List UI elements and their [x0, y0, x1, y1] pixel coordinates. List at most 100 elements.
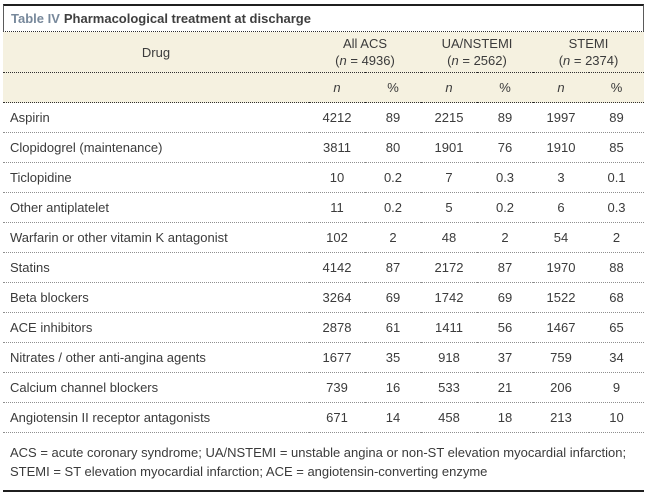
subheader-n: n — [421, 72, 477, 103]
value-cell: 0.1 — [589, 162, 645, 193]
value-cell: 85 — [589, 132, 645, 163]
group-count: (n = 2562) — [421, 52, 533, 69]
group-count: (n = 2374) — [533, 52, 644, 69]
value-cell: 458 — [421, 402, 477, 433]
footnote-line-2: STEMI = ST elevation myocardial infarcti… — [10, 464, 488, 479]
value-cell: 4142 — [309, 252, 365, 283]
value-cell: 3264 — [309, 282, 365, 313]
value-cell: 87 — [477, 252, 534, 283]
value-cell: 65 — [589, 312, 645, 343]
value-cell: 2172 — [421, 252, 477, 283]
table-row-nitrates: Nitrates / other anti-angina agents 1677… — [3, 342, 645, 373]
n-symbol: n — [333, 80, 341, 95]
value-cell: 48 — [421, 222, 477, 253]
value-cell: 56 — [477, 312, 534, 343]
table-footnote: ACS = acute coronary syndrome; UA/NSTEMI… — [3, 433, 644, 492]
value-cell: 10 — [589, 402, 645, 433]
value-cell: 1411 — [421, 312, 477, 343]
paren-open: ( — [558, 53, 564, 68]
value-cell: 16 — [365, 372, 421, 403]
value-cell: 37 — [477, 342, 534, 373]
value-cell: 3811 — [309, 132, 365, 163]
n-symbol: n — [445, 80, 453, 95]
column-header-stemi: STEMI (n = 2374) — [533, 32, 645, 73]
value-cell: 2 — [589, 222, 645, 253]
group-label: UA/NSTEMI — [441, 36, 513, 51]
value-cell: 1677 — [309, 342, 365, 373]
value-cell: 6 — [533, 192, 590, 223]
percent-symbol: % — [499, 80, 511, 95]
table-row-statins: Statins 4142 87 2172 87 1970 88 — [3, 252, 645, 283]
value-cell: 102 — [309, 222, 365, 253]
value-cell: 1997 — [533, 102, 590, 133]
table-title: Table IV Pharmacological treatment at dis… — [3, 4, 644, 32]
value-cell: 87 — [365, 252, 421, 283]
value-cell: 0.2 — [477, 192, 534, 223]
value-cell: 4212 — [309, 102, 365, 133]
value-cell: 3 — [533, 162, 590, 193]
value-cell: 89 — [589, 102, 645, 133]
table-row-ace-inhibitors: ACE inhibitors 2878 61 1411 56 1467 65 — [3, 312, 645, 343]
value-cell: 918 — [421, 342, 477, 373]
value-cell: 0.3 — [477, 162, 534, 193]
drug-name: Beta blockers — [3, 282, 309, 313]
value-cell: 69 — [365, 282, 421, 313]
value-cell: 7 — [421, 162, 477, 193]
header-sub-row: n % n % n % — [3, 72, 645, 103]
value-cell: 2 — [477, 222, 534, 253]
value-cell: 1522 — [533, 282, 590, 313]
table-caption: Pharmacological treatment at discharge — [63, 11, 311, 26]
value-cell: 1970 — [533, 252, 590, 283]
table-row-beta-blockers: Beta blockers 3264 69 1742 69 1522 68 — [3, 282, 645, 313]
n-symbol: n — [557, 80, 565, 95]
drug-name: Statins — [3, 252, 309, 283]
column-header-all-acs: All ACS (n = 4936) — [309, 32, 421, 73]
subheader-empty — [3, 72, 309, 103]
value-cell: 18 — [477, 402, 534, 433]
header-group-row: Drug All ACS (n = 4936) UA/NSTEMI (n = 2… — [3, 32, 645, 73]
group-label: STEMI — [568, 36, 609, 51]
table-row-calcium-channel-blockers: Calcium channel blockers 739 16 533 21 2… — [3, 372, 645, 403]
value-cell: 35 — [365, 342, 421, 373]
value-cell: 2 — [365, 222, 421, 253]
subheader-pct: % — [477, 72, 534, 103]
value-cell: 9 — [589, 372, 645, 403]
drug-name: Angiotensin II receptor antagonists — [3, 402, 309, 433]
table-number: Table IV — [11, 11, 60, 26]
value-cell: 76 — [477, 132, 534, 163]
table-row-clopidogrel: Clopidogrel (maintenance) 3811 80 1901 7… — [3, 132, 645, 163]
value-cell: 10 — [309, 162, 365, 193]
count-suffix: = 4936) — [346, 53, 395, 68]
value-cell: 533 — [421, 372, 477, 403]
column-header-drug: Drug — [3, 32, 309, 73]
subheader-pct: % — [589, 72, 645, 103]
footnote-line-1: ACS = acute coronary syndrome; UA/NSTEMI… — [10, 445, 627, 460]
value-cell: 0.2 — [365, 162, 421, 193]
value-cell: 88 — [589, 252, 645, 283]
treatment-table: Drug All ACS (n = 4936) UA/NSTEMI (n = 2… — [3, 32, 645, 433]
value-cell: 1742 — [421, 282, 477, 313]
subheader-n: n — [309, 72, 365, 103]
subheader-n: n — [533, 72, 590, 103]
value-cell: 2215 — [421, 102, 477, 133]
subheader-pct: % — [365, 72, 421, 103]
column-header-ua-nstemi: UA/NSTEMI (n = 2562) — [421, 32, 534, 73]
value-cell: 206 — [533, 372, 590, 403]
drug-name: ACE inhibitors — [3, 312, 309, 343]
drug-name: Clopidogrel (maintenance) — [3, 132, 309, 163]
value-cell: 69 — [477, 282, 534, 313]
value-cell: 0.3 — [589, 192, 645, 223]
value-cell: 0.2 — [365, 192, 421, 223]
value-cell: 89 — [477, 102, 534, 133]
drug-name: Warfarin or other vitamin K antagonist — [3, 222, 309, 253]
value-cell: 34 — [589, 342, 645, 373]
table-row-angiotensin-ii: Angiotensin II receptor antagonists 671 … — [3, 402, 645, 433]
value-cell: 5 — [421, 192, 477, 223]
n-symbol: n — [339, 53, 347, 68]
drug-name: Other antiplatelet — [3, 192, 309, 223]
value-cell: 1467 — [533, 312, 590, 343]
table-row-other-antiplatelet: Other antiplatelet 11 0.2 5 0.2 6 0.3 — [3, 192, 645, 223]
paren-open: ( — [335, 53, 340, 68]
group-label: All ACS — [342, 36, 388, 51]
value-cell: 2878 — [309, 312, 365, 343]
